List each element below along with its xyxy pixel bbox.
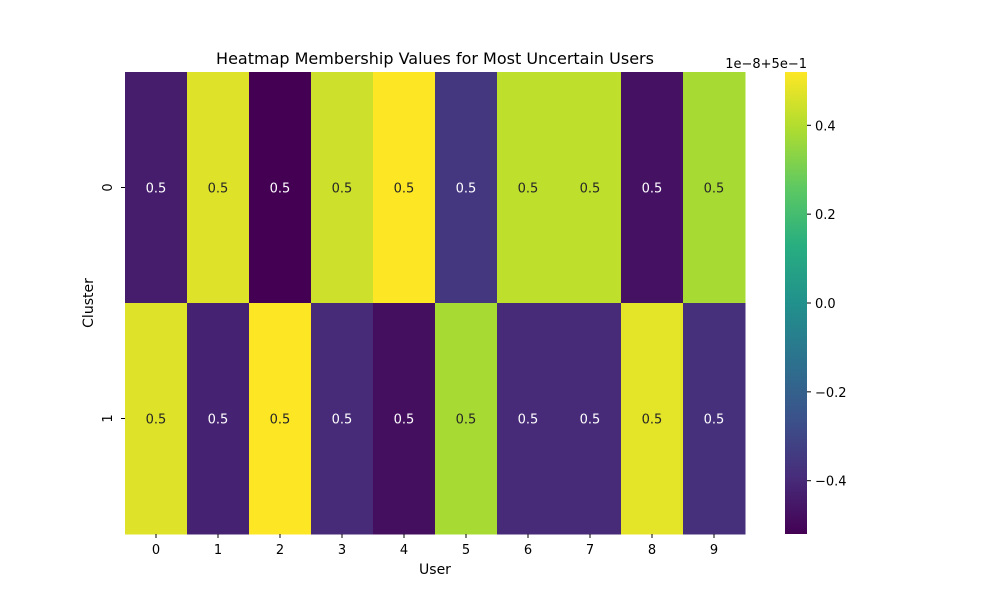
heatmap-cell bbox=[311, 72, 374, 304]
y-tick-label: 1 bbox=[101, 414, 116, 422]
heatmap-cell bbox=[683, 72, 746, 304]
heatmap-cell bbox=[125, 72, 188, 304]
heatmap-cell bbox=[373, 303, 436, 535]
heatmap-cell bbox=[311, 303, 374, 535]
x-tick-label: 8 bbox=[648, 543, 656, 558]
colorbar: −0.4 −0.2 0.0 0.2 0.4 1e−8+5e−1 bbox=[725, 57, 847, 534]
cell-value-label: 0.5 bbox=[270, 182, 291, 197]
cell-value-label: 0.5 bbox=[456, 413, 477, 428]
cell-value-label: 0.5 bbox=[394, 413, 415, 428]
cell-value-label: 0.5 bbox=[704, 182, 725, 197]
cell-value-label: 0.5 bbox=[208, 413, 229, 428]
heatmap-cell bbox=[683, 303, 746, 535]
colorbar-tick-label: 0.4 bbox=[815, 119, 836, 134]
heatmap-cell bbox=[621, 72, 684, 304]
x-tick-label: 5 bbox=[462, 543, 470, 558]
x-tick-label: 2 bbox=[276, 543, 284, 558]
chart-title: Heatmap Membership Values for Most Uncer… bbox=[216, 49, 654, 68]
heatmap-cell bbox=[435, 303, 498, 535]
cell-value-label: 0.5 bbox=[642, 413, 663, 428]
x-tick-label: 9 bbox=[710, 543, 718, 558]
cell-value-label: 0.5 bbox=[704, 413, 725, 428]
colorbar-tick-label: 0.2 bbox=[815, 208, 836, 223]
cell-value-label: 0.5 bbox=[394, 182, 415, 197]
heatmap-cell bbox=[559, 303, 622, 535]
y-tick-label: 0 bbox=[101, 183, 116, 191]
colorbar-offset-text: 1e−8+5e−1 bbox=[725, 57, 807, 72]
x-tick-label: 4 bbox=[400, 543, 408, 558]
heatmap-cell bbox=[373, 72, 436, 304]
colorbar-ticks: −0.4 −0.2 0.0 0.2 0.4 bbox=[807, 119, 847, 490]
colorbar-tick-label: −0.2 bbox=[815, 386, 847, 401]
cell-value-label: 0.5 bbox=[208, 182, 229, 197]
heatmap-cell bbox=[621, 303, 684, 535]
heatmap-cell bbox=[187, 303, 250, 535]
colorbar-tick-label: 0.0 bbox=[815, 297, 836, 312]
colorbar-gradient bbox=[785, 72, 807, 534]
cell-value-label: 0.5 bbox=[146, 182, 167, 197]
heatmap-cell bbox=[125, 303, 188, 535]
heatmap-cell bbox=[249, 72, 312, 304]
cell-value-label: 0.5 bbox=[518, 182, 539, 197]
y-axis-ticks: 01 bbox=[101, 183, 125, 423]
cell-value-label: 0.5 bbox=[642, 182, 663, 197]
cell-value-label: 0.5 bbox=[146, 413, 167, 428]
cell-value-label: 0.5 bbox=[580, 182, 601, 197]
cell-value-label: 0.5 bbox=[270, 413, 291, 428]
heatmap-cells: 0.5 0.5 0.5 0.5 0.5 0.5 0.5 0.5 0.5 0.5 0.5 0.5 0.5 0… bbox=[125, 72, 746, 535]
x-tick-label: 0 bbox=[152, 543, 160, 558]
x-tick-label: 1 bbox=[214, 543, 222, 558]
heatmap-cell bbox=[187, 72, 250, 304]
heatmap-cell bbox=[497, 303, 560, 535]
cell-value-label: 0.5 bbox=[332, 182, 353, 197]
x-axis-ticks: 0 1 2 3 4 5 6 7 8 9 bbox=[152, 534, 718, 558]
colorbar-tick-label: −0.4 bbox=[815, 475, 847, 490]
cell-value-label: 0.5 bbox=[332, 413, 353, 428]
heatmap-cell bbox=[249, 303, 312, 535]
cell-value-label: 0.5 bbox=[518, 413, 539, 428]
x-tick-label: 7 bbox=[586, 543, 594, 558]
cell-value-label: 0.5 bbox=[456, 182, 477, 197]
x-tick-label: 6 bbox=[524, 543, 532, 558]
y-axis-label: Cluster bbox=[81, 278, 97, 328]
heatmap-cell bbox=[497, 72, 560, 304]
heatmap-cell bbox=[559, 72, 622, 304]
heatmap-cell bbox=[435, 72, 498, 304]
x-axis-label: User bbox=[419, 562, 451, 578]
x-tick-label: 3 bbox=[338, 543, 346, 558]
cell-value-label: 0.5 bbox=[580, 413, 601, 428]
